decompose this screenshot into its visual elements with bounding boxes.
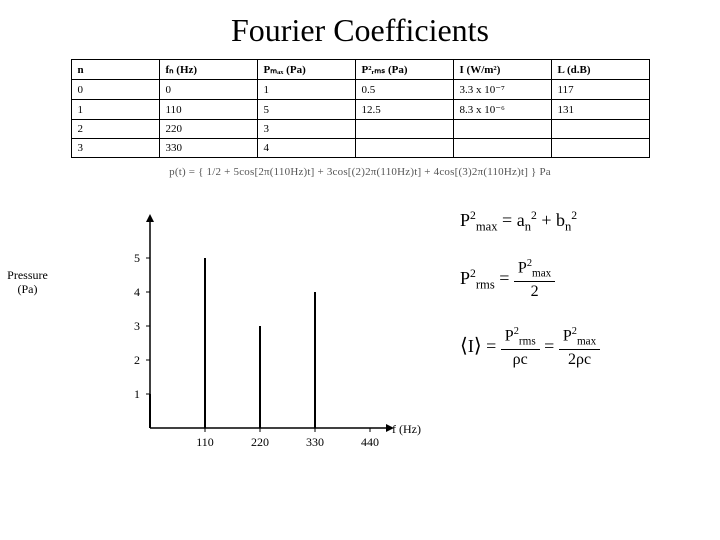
svg-text:3: 3	[134, 319, 140, 333]
formula-intensity: ⟨I⟩ = P2rmsρc = P2max2ρc	[460, 325, 680, 371]
svg-text:110: 110	[196, 435, 214, 449]
table-row: 0010.53.3 x 10⁻⁷117	[71, 80, 649, 100]
table-cell: 3	[257, 120, 355, 139]
table-cell: 8.3 x 10⁻⁶	[453, 100, 551, 120]
table-cell	[551, 139, 649, 158]
svg-text:220: 220	[251, 435, 269, 449]
table-cell: 5	[257, 100, 355, 120]
svg-text:5: 5	[134, 251, 140, 265]
formula-pmax: P2max = an2 + bn2	[460, 208, 680, 235]
svg-text:440: 440	[361, 435, 379, 449]
table-cell: 1	[257, 80, 355, 100]
table-header: I (W/m²)	[453, 60, 551, 80]
y-axis-label: Pressure(Pa)	[0, 268, 55, 297]
table-cell: 0.5	[355, 80, 453, 100]
page-title: Fourier Coefficients	[0, 0, 720, 59]
table-cell: 131	[551, 100, 649, 120]
table-cell: 4	[257, 139, 355, 158]
svg-text:330: 330	[306, 435, 324, 449]
table-cell	[453, 139, 551, 158]
pressure-equation: p(t) = { 1/2 + 5cos[2π(110Hz)t] + 3cos[(…	[0, 166, 720, 178]
table-cell: 0	[71, 80, 159, 100]
svg-text:2: 2	[134, 353, 140, 367]
svg-text:4: 4	[134, 285, 140, 299]
x-axis-label: f (Hz)	[392, 422, 421, 437]
table-cell	[355, 120, 453, 139]
table-header: P²ᵣₘₛ (Pa)	[355, 60, 453, 80]
table-row: 33304	[71, 139, 649, 158]
table-cell	[355, 139, 453, 158]
table-row: 22203	[71, 120, 649, 139]
table-cell: 2	[71, 120, 159, 139]
table-header: fₙ (Hz)	[159, 60, 257, 80]
table-header: L (d.B)	[551, 60, 649, 80]
table-cell: 3.3 x 10⁻⁷	[453, 80, 551, 100]
table-header: Pₘₐₓ (Pa)	[257, 60, 355, 80]
table-cell: 110	[159, 100, 257, 120]
table-cell: 1	[71, 100, 159, 120]
table-cell: 220	[159, 120, 257, 139]
table-cell: 117	[551, 80, 649, 100]
svg-text:1: 1	[134, 387, 140, 401]
coefficients-table: nfₙ (Hz)Pₘₐₓ (Pa)P²ᵣₘₛ (Pa)I (W/m²)L (d.…	[71, 59, 650, 158]
table-header: n	[71, 60, 159, 80]
table-row: 1110512.58.3 x 10⁻⁶131	[71, 100, 649, 120]
table-cell	[551, 120, 649, 139]
spectrum-chart: 1 2 3 4 5 110 220 330 440	[60, 208, 400, 458]
table-cell: 12.5	[355, 100, 453, 120]
table-cell: 3	[71, 139, 159, 158]
table-cell	[453, 120, 551, 139]
formula-panel: P2max = an2 + bn2 P2rms = P2max2 ⟨I⟩ = P…	[460, 208, 680, 393]
formula-prms: P2rms = P2max2	[460, 257, 680, 303]
table-cell: 330	[159, 139, 257, 158]
table-cell: 0	[159, 80, 257, 100]
